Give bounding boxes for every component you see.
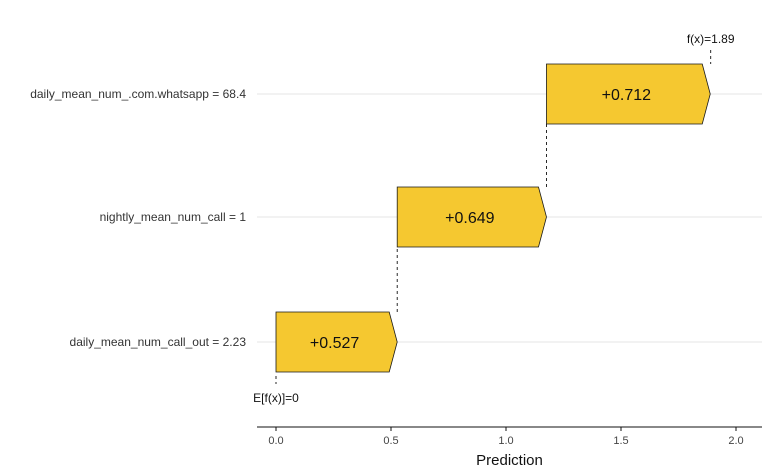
bars: +0.712 +0.649 +0.527 bbox=[275, 63, 711, 373]
bar-value-label: +0.527 bbox=[310, 335, 359, 352]
x-tick-label: 2.0 bbox=[728, 435, 743, 447]
x-tick-label: 0.5 bbox=[383, 435, 398, 447]
feature-label: daily_mean_num_.com.whatsapp = 68.4 bbox=[30, 87, 246, 101]
x-axis-title: Prediction bbox=[476, 452, 543, 469]
x-tick-label: 1.5 bbox=[613, 435, 628, 447]
x-axis: 0.0 0.5 1.0 1.5 2.0 bbox=[257, 426, 762, 447]
base-value-label: E[f(x)]=0 bbox=[253, 391, 299, 405]
feature-label: daily_mean_num_call_out = 2.23 bbox=[70, 335, 247, 349]
final-value-label: f(x)=1.89 bbox=[687, 32, 735, 46]
waterfall-bar bbox=[275, 311, 398, 373]
bar-value-label: +0.712 bbox=[602, 87, 651, 104]
connector-lines bbox=[275, 50, 712, 384]
feature-label: nightly_mean_num_call = 1 bbox=[100, 210, 247, 224]
bar-value-label: +0.649 bbox=[445, 210, 494, 227]
feature-labels: daily_mean_num_.com.whatsapp = 68.4 night… bbox=[30, 87, 246, 349]
waterfall-bar bbox=[546, 63, 711, 125]
x-tick-label: 0.0 bbox=[268, 435, 283, 447]
waterfall-bar bbox=[396, 186, 547, 248]
x-tick-label: 1.0 bbox=[498, 435, 513, 447]
